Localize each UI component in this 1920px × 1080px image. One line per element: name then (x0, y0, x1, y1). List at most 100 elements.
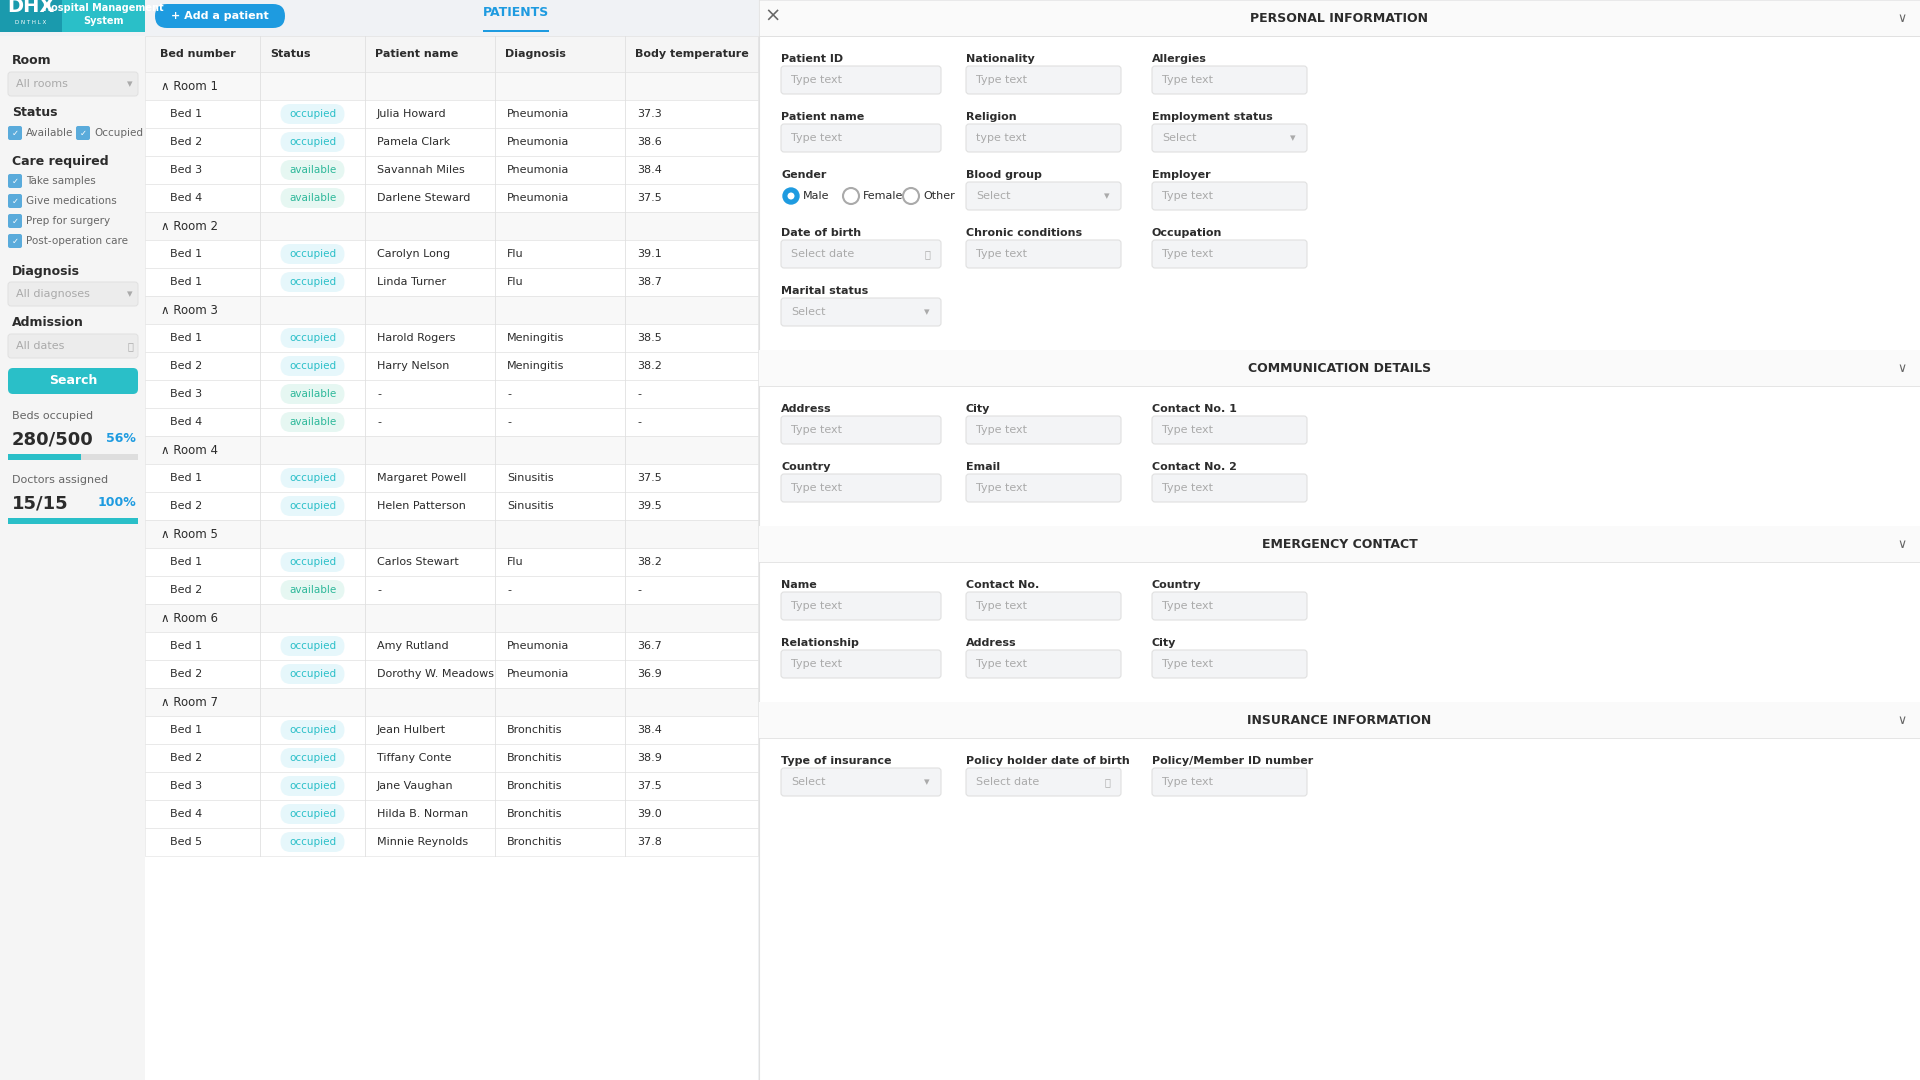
Circle shape (783, 188, 799, 204)
Text: Marital status: Marital status (781, 286, 868, 296)
Text: Occupation: Occupation (1152, 228, 1223, 238)
Text: Minnie Reynolds: Minnie Reynolds (376, 837, 468, 847)
Text: 36.9: 36.9 (637, 669, 662, 679)
Text: Type text: Type text (1162, 75, 1213, 85)
Text: ▾: ▾ (127, 79, 132, 89)
Bar (146, 464, 758, 492)
Text: 37.8: 37.8 (637, 837, 662, 847)
Bar (146, 744, 758, 772)
Bar (146, 772, 758, 800)
FancyBboxPatch shape (280, 244, 344, 264)
Text: Type text: Type text (791, 133, 843, 143)
Text: Bed 1: Bed 1 (171, 276, 202, 287)
FancyBboxPatch shape (280, 384, 344, 404)
Text: Female: Female (862, 191, 904, 201)
Text: Carolyn Long: Carolyn Long (376, 249, 449, 259)
Text: Select date: Select date (975, 777, 1039, 787)
FancyBboxPatch shape (280, 552, 344, 572)
Text: Status: Status (271, 49, 311, 59)
Text: Bed 1: Bed 1 (171, 249, 202, 259)
Text: ×: × (764, 6, 781, 26)
Text: Dorothy W. Meadows: Dorothy W. Meadows (376, 669, 493, 679)
Text: INSURANCE INFORMATION: INSURANCE INFORMATION (1248, 714, 1432, 727)
Text: 38.5: 38.5 (637, 333, 662, 343)
Bar (146, 212, 758, 240)
Text: Type text: Type text (791, 483, 843, 492)
FancyBboxPatch shape (280, 496, 344, 516)
Bar (146, 632, 758, 660)
Text: Bronchitis: Bronchitis (507, 781, 563, 791)
Text: ✓: ✓ (79, 129, 86, 137)
Text: Available: Available (27, 129, 73, 138)
Circle shape (843, 188, 858, 204)
FancyBboxPatch shape (781, 66, 941, 94)
Text: Type text: Type text (975, 659, 1027, 669)
Text: Meningitis: Meningitis (507, 361, 564, 372)
Text: ∧ Room 5: ∧ Room 5 (161, 527, 217, 540)
Text: All dates: All dates (15, 341, 65, 351)
Bar (758, 350, 1920, 386)
FancyBboxPatch shape (966, 416, 1121, 444)
Bar (146, 800, 758, 828)
FancyBboxPatch shape (280, 748, 344, 768)
Text: available: available (288, 165, 336, 175)
Text: Address: Address (966, 638, 1016, 648)
FancyBboxPatch shape (280, 132, 344, 152)
Text: 37.5: 37.5 (637, 473, 662, 483)
Text: 37.5: 37.5 (637, 193, 662, 203)
Text: ▾: ▾ (127, 289, 132, 299)
FancyBboxPatch shape (77, 126, 90, 140)
Text: ▾: ▾ (1104, 191, 1110, 201)
Text: ✓: ✓ (12, 129, 19, 137)
Text: -: - (376, 417, 380, 427)
FancyBboxPatch shape (8, 368, 138, 394)
Text: Type of insurance: Type of insurance (781, 756, 891, 766)
Bar (146, 324, 758, 352)
Text: 37.5: 37.5 (637, 781, 662, 791)
Text: Prep for surgery: Prep for surgery (27, 216, 109, 226)
Bar (146, 36, 758, 1080)
Text: Diagnosis: Diagnosis (12, 265, 81, 278)
Text: Bed 4: Bed 4 (171, 809, 202, 819)
Text: COMMUNICATION DETAILS: COMMUNICATION DETAILS (1248, 362, 1430, 375)
FancyBboxPatch shape (966, 650, 1121, 678)
Text: Bed number: Bed number (159, 49, 236, 59)
Text: Bronchitis: Bronchitis (507, 725, 563, 735)
Bar (146, 576, 758, 604)
FancyBboxPatch shape (280, 832, 344, 852)
FancyBboxPatch shape (781, 650, 941, 678)
Text: -: - (637, 417, 641, 427)
Text: type text: type text (975, 133, 1027, 143)
FancyBboxPatch shape (1152, 66, 1308, 94)
Bar (0, 0, 61, 32)
FancyBboxPatch shape (1152, 768, 1308, 796)
Bar (0, 0, 1920, 32)
Text: Type text: Type text (791, 426, 843, 435)
Circle shape (787, 192, 795, 200)
Text: Carlos Stewart: Carlos Stewart (376, 557, 459, 567)
Text: Type text: Type text (1162, 191, 1213, 201)
Circle shape (902, 188, 920, 204)
Text: -: - (376, 389, 380, 399)
Text: Helen Patterson: Helen Patterson (376, 501, 467, 511)
Text: PERSONAL INFORMATION: PERSONAL INFORMATION (1250, 12, 1428, 25)
FancyBboxPatch shape (781, 416, 941, 444)
FancyBboxPatch shape (280, 664, 344, 684)
Text: Savannah Miles: Savannah Miles (376, 165, 465, 175)
Text: ∨: ∨ (1897, 362, 1907, 375)
Text: -: - (507, 389, 511, 399)
Text: Type text: Type text (791, 600, 843, 611)
Text: Meningitis: Meningitis (507, 333, 564, 343)
Text: available: available (288, 193, 336, 203)
FancyBboxPatch shape (781, 592, 941, 620)
Bar (146, 156, 758, 184)
Text: ▾: ▾ (924, 777, 929, 787)
Text: Contact No. 2: Contact No. 2 (1152, 462, 1236, 472)
Text: PATIENTS: PATIENTS (482, 5, 549, 18)
Bar (146, 716, 758, 744)
FancyBboxPatch shape (1152, 650, 1308, 678)
Text: Select: Select (975, 191, 1010, 201)
Text: City: City (966, 404, 991, 414)
FancyBboxPatch shape (8, 282, 138, 306)
Text: Type text: Type text (975, 75, 1027, 85)
